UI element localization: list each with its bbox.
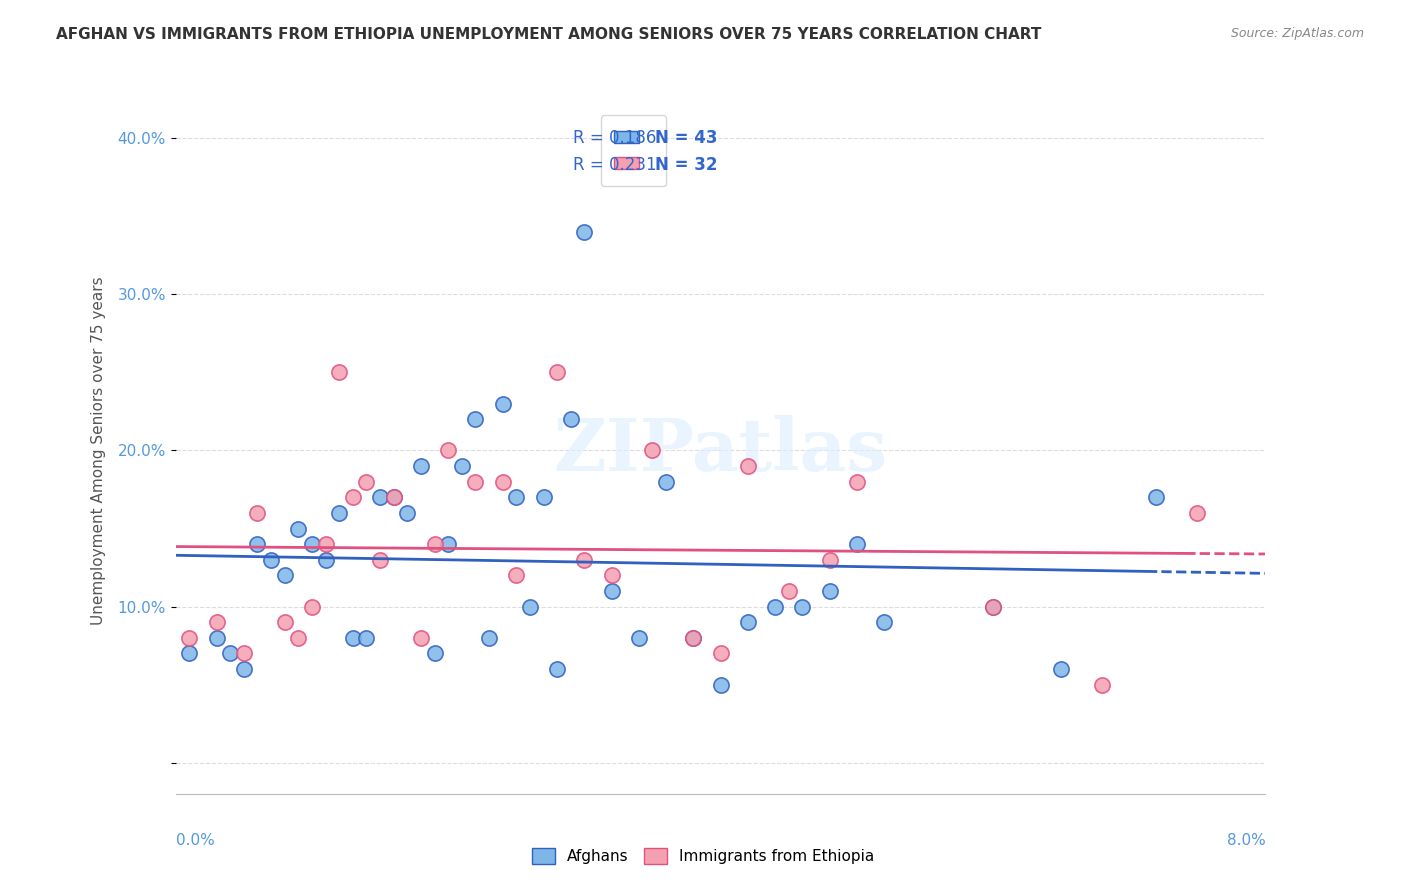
Point bbox=[492, 396, 515, 410]
Point bbox=[710, 646, 733, 660]
Point bbox=[574, 225, 596, 239]
Point bbox=[845, 475, 868, 489]
Point bbox=[682, 631, 704, 645]
Point bbox=[763, 599, 786, 614]
Point bbox=[356, 631, 378, 645]
Point bbox=[409, 458, 432, 473]
Point bbox=[232, 646, 254, 660]
Point bbox=[627, 631, 650, 645]
Point bbox=[342, 490, 364, 504]
Point bbox=[450, 458, 472, 473]
Point bbox=[260, 552, 283, 567]
Point bbox=[478, 631, 501, 645]
Point bbox=[600, 568, 623, 582]
Text: R = 0.186: R = 0.186 bbox=[574, 129, 657, 147]
Text: ZIPatlas: ZIPatlas bbox=[554, 415, 887, 486]
Y-axis label: Unemployment Among Seniors over 75 years: Unemployment Among Seniors over 75 years bbox=[91, 277, 107, 624]
Point bbox=[315, 552, 337, 567]
Point bbox=[423, 646, 446, 660]
Point bbox=[274, 615, 297, 630]
Point bbox=[179, 631, 201, 645]
Point bbox=[792, 599, 814, 614]
Point bbox=[179, 646, 201, 660]
Point bbox=[301, 599, 323, 614]
Point bbox=[382, 490, 405, 504]
Point bbox=[981, 599, 1004, 614]
Legend: Afghans, Immigrants from Ethiopia: Afghans, Immigrants from Ethiopia bbox=[526, 842, 880, 871]
Point bbox=[342, 631, 364, 645]
Point bbox=[546, 662, 568, 676]
Point bbox=[301, 537, 323, 551]
Point bbox=[396, 506, 419, 520]
Point bbox=[1050, 662, 1073, 676]
Point bbox=[205, 631, 228, 645]
Point bbox=[873, 615, 896, 630]
Point bbox=[845, 537, 868, 551]
Text: N = 43: N = 43 bbox=[655, 129, 717, 147]
Point bbox=[682, 631, 704, 645]
Point bbox=[437, 443, 460, 458]
Point bbox=[232, 662, 254, 676]
Point bbox=[356, 475, 378, 489]
Point bbox=[818, 552, 841, 567]
Point bbox=[287, 521, 309, 535]
Point bbox=[574, 552, 596, 567]
Point bbox=[655, 475, 678, 489]
Point bbox=[519, 599, 541, 614]
Point bbox=[464, 412, 486, 426]
Point bbox=[246, 537, 269, 551]
Text: N = 32: N = 32 bbox=[655, 156, 717, 175]
Point bbox=[778, 583, 800, 598]
Point bbox=[560, 412, 582, 426]
Point bbox=[368, 552, 391, 567]
Point bbox=[219, 646, 242, 660]
Point bbox=[600, 583, 623, 598]
Point bbox=[437, 537, 460, 551]
Point bbox=[246, 506, 269, 520]
Point bbox=[382, 490, 405, 504]
Point bbox=[274, 568, 297, 582]
Point bbox=[641, 443, 664, 458]
Text: 0.0%: 0.0% bbox=[176, 833, 215, 847]
Point bbox=[546, 366, 568, 380]
Point bbox=[737, 615, 759, 630]
Point bbox=[533, 490, 555, 504]
Point bbox=[505, 568, 527, 582]
Point bbox=[409, 631, 432, 645]
Point bbox=[505, 490, 527, 504]
Point bbox=[368, 490, 391, 504]
Point bbox=[315, 537, 337, 551]
Point bbox=[737, 458, 759, 473]
Point bbox=[981, 599, 1004, 614]
Point bbox=[710, 678, 733, 692]
Text: Source: ZipAtlas.com: Source: ZipAtlas.com bbox=[1230, 27, 1364, 40]
Text: AFGHAN VS IMMIGRANTS FROM ETHIOPIA UNEMPLOYMENT AMONG SENIORS OVER 75 YEARS CORR: AFGHAN VS IMMIGRANTS FROM ETHIOPIA UNEMP… bbox=[56, 27, 1042, 42]
Point bbox=[423, 537, 446, 551]
Text: R = 0.231: R = 0.231 bbox=[574, 156, 657, 175]
Text: 8.0%: 8.0% bbox=[1226, 833, 1265, 847]
Point bbox=[287, 631, 309, 645]
Point bbox=[1187, 506, 1209, 520]
Point bbox=[492, 475, 515, 489]
Legend: , : , bbox=[600, 115, 666, 186]
Point bbox=[328, 366, 350, 380]
Point bbox=[1091, 678, 1114, 692]
Point bbox=[1144, 490, 1167, 504]
Point bbox=[328, 506, 350, 520]
Point bbox=[818, 583, 841, 598]
Point bbox=[464, 475, 486, 489]
Point bbox=[205, 615, 228, 630]
